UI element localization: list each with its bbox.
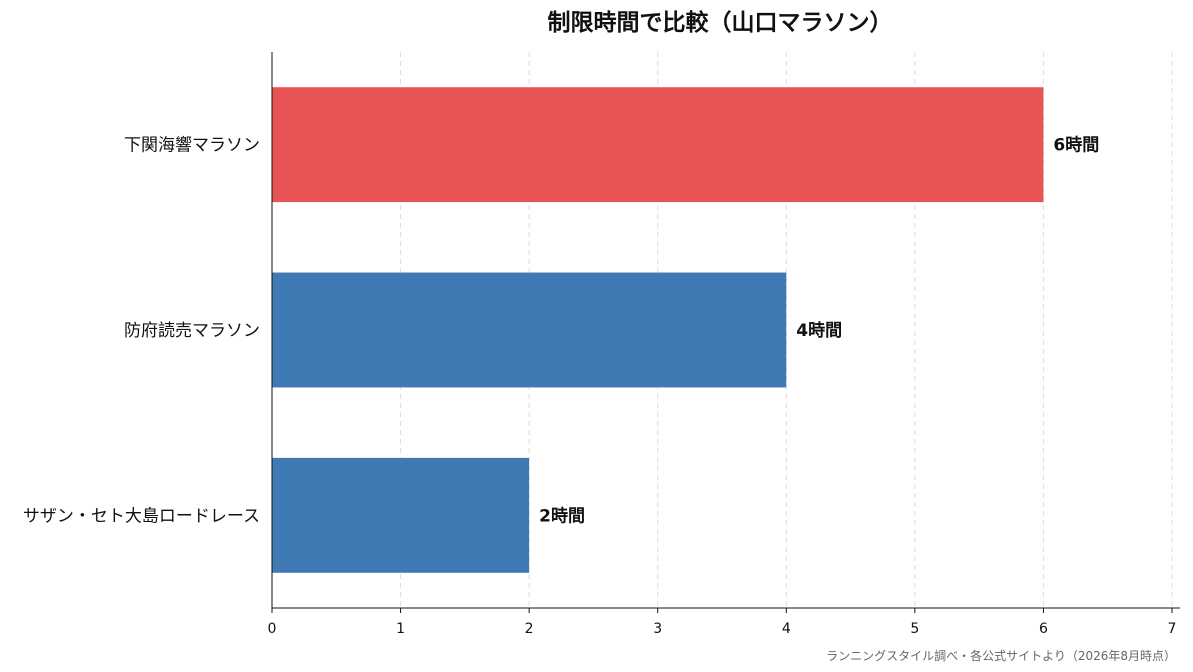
bar xyxy=(272,87,1044,203)
bars xyxy=(272,87,1044,573)
category-label: 防府読売マラソン xyxy=(124,321,260,341)
x-tick-label: 0 xyxy=(268,621,277,637)
data-label: 6時間 xyxy=(1053,135,1099,156)
category-label: 下関海響マラソン xyxy=(124,136,260,156)
category-label: サザン・セト大島ロードレース xyxy=(23,506,260,526)
x-tick-label: 4 xyxy=(782,621,791,637)
data-label: 2時間 xyxy=(539,505,585,526)
bar xyxy=(272,457,530,573)
bar xyxy=(272,272,787,388)
x-tick-label: 3 xyxy=(653,621,662,637)
x-tick-label: 2 xyxy=(525,621,534,637)
x-tick-label: 7 xyxy=(1168,621,1177,637)
chart-title: 制限時間で比較（山口マラソン） xyxy=(548,9,893,36)
x-tick-label: 6 xyxy=(1039,621,1048,637)
source-note: ランニングスタイル調べ・各公式サイトより（2026年8月時点） xyxy=(826,648,1176,663)
axes xyxy=(271,52,1180,613)
data-label: 4時間 xyxy=(796,320,842,341)
x-tick-label: 5 xyxy=(910,621,919,637)
x-tick-label: 1 xyxy=(396,621,405,637)
